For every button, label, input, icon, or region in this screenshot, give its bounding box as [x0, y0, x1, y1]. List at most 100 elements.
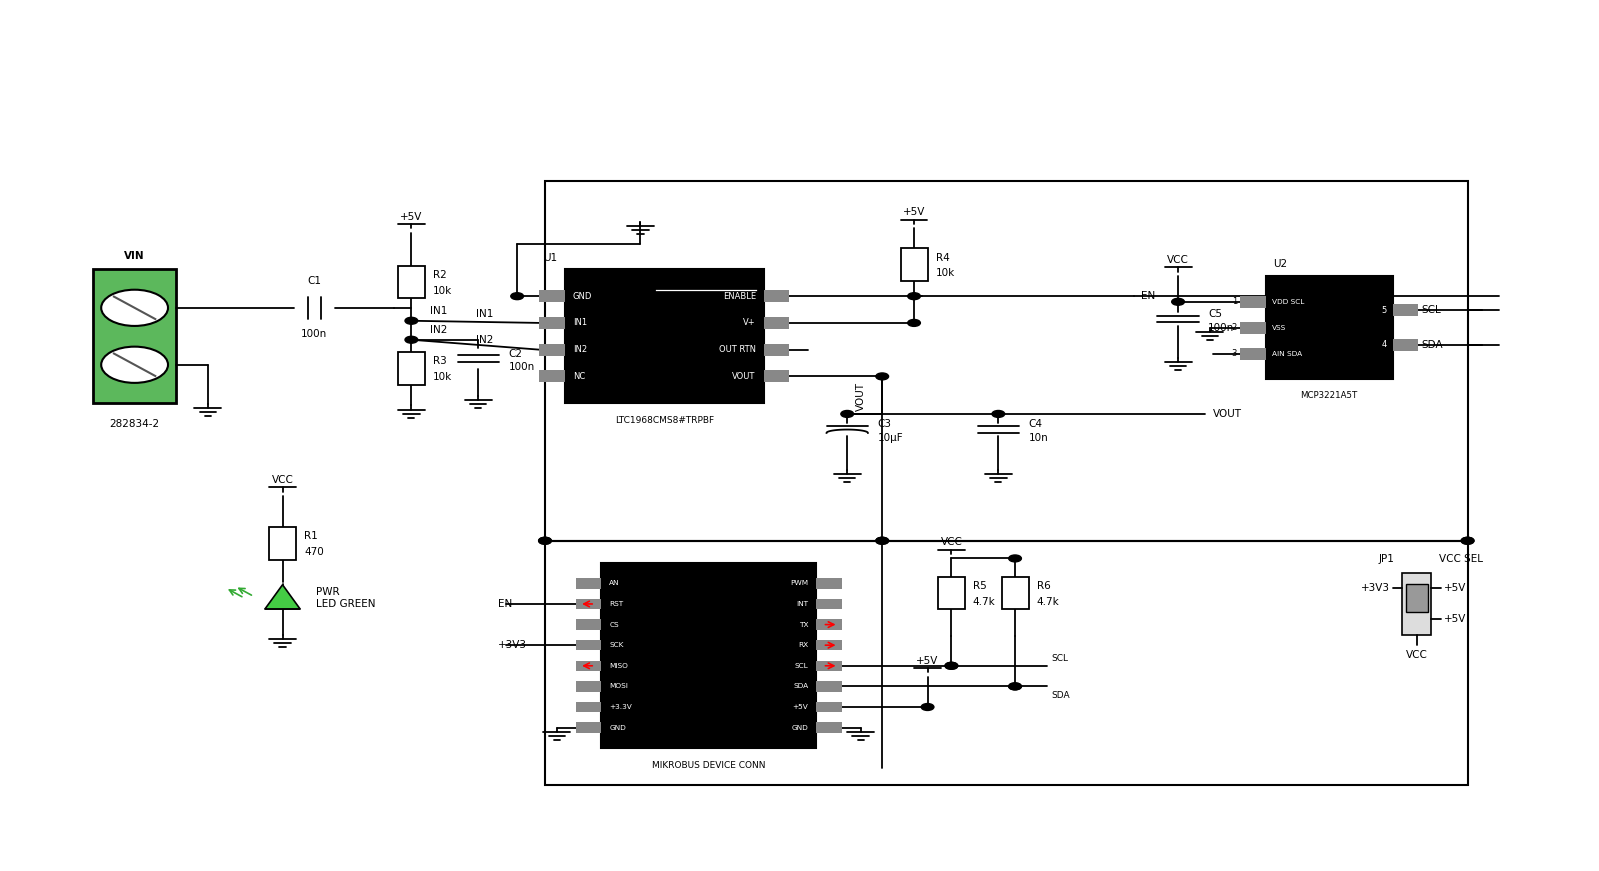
- Text: VCC: VCC: [272, 475, 294, 485]
- Text: +5V: +5V: [1444, 584, 1466, 593]
- Bar: [1406, 584, 1428, 612]
- Text: 4.7k: 4.7k: [972, 597, 996, 606]
- Text: VDD SCL: VDD SCL: [1271, 299, 1305, 305]
- Text: +3.3V: +3.3V: [609, 704, 632, 710]
- Circle shape: [945, 662, 958, 669]
- Bar: [545, 181, 1468, 541]
- Text: IN2: IN2: [430, 325, 448, 334]
- Circle shape: [908, 293, 921, 300]
- Bar: [539, 370, 564, 382]
- Circle shape: [101, 347, 168, 383]
- Text: NC: NC: [572, 372, 585, 381]
- Text: 4: 4: [1382, 341, 1386, 349]
- Bar: [815, 598, 841, 609]
- Text: VOUT: VOUT: [857, 382, 867, 411]
- Bar: [398, 266, 425, 299]
- Text: TX: TX: [800, 622, 807, 628]
- Text: SCL: SCL: [1052, 654, 1068, 663]
- Bar: [576, 578, 601, 589]
- Text: C2: C2: [508, 348, 523, 359]
- Bar: [764, 317, 790, 329]
- Bar: [764, 290, 790, 302]
- Circle shape: [405, 317, 417, 324]
- Circle shape: [1009, 683, 1022, 690]
- Text: R3: R3: [433, 356, 446, 367]
- Bar: [1393, 304, 1418, 316]
- Text: MIKROBUS DEVICE CONN: MIKROBUS DEVICE CONN: [652, 761, 766, 770]
- Text: CS: CS: [609, 622, 619, 628]
- Bar: [815, 619, 841, 630]
- Text: R2: R2: [433, 270, 446, 280]
- Text: SDA: SDA: [1422, 340, 1442, 350]
- Text: EN: EN: [497, 599, 512, 609]
- Text: 1: 1: [1231, 297, 1238, 307]
- Text: IN1: IN1: [572, 319, 587, 327]
- Text: U1: U1: [542, 253, 556, 262]
- Text: 282834-2: 282834-2: [110, 419, 160, 429]
- Circle shape: [405, 336, 417, 343]
- Text: VIN: VIN: [125, 251, 146, 260]
- Text: JP1: JP1: [1378, 554, 1394, 564]
- Bar: [939, 577, 964, 610]
- Bar: [545, 541, 1468, 785]
- Bar: [576, 722, 601, 733]
- Circle shape: [876, 537, 889, 544]
- Text: 5: 5: [1382, 306, 1386, 315]
- Bar: [576, 640, 601, 651]
- Text: C4: C4: [1028, 419, 1043, 429]
- Text: VCC: VCC: [1167, 255, 1190, 265]
- Bar: [601, 563, 815, 748]
- Text: IN2: IN2: [477, 335, 494, 345]
- Text: +5V: +5V: [1444, 614, 1466, 625]
- Bar: [576, 619, 601, 630]
- Bar: [539, 290, 564, 302]
- Bar: [815, 660, 841, 671]
- Text: 3: 3: [1231, 349, 1238, 358]
- Text: AIN SDA: AIN SDA: [1271, 350, 1302, 356]
- Bar: [576, 702, 601, 712]
- Text: PWM: PWM: [790, 580, 807, 586]
- Bar: [539, 344, 564, 355]
- Polygon shape: [265, 584, 301, 609]
- Text: 2: 2: [1231, 323, 1238, 332]
- Text: +3V3: +3V3: [1361, 584, 1390, 593]
- Circle shape: [876, 373, 889, 380]
- Bar: [576, 598, 601, 609]
- Text: 4.7k: 4.7k: [1036, 597, 1059, 606]
- Text: U2: U2: [1273, 259, 1287, 269]
- Bar: [269, 527, 296, 560]
- Text: C3: C3: [878, 419, 892, 429]
- Text: +3V3: +3V3: [497, 640, 528, 650]
- Text: SDA: SDA: [793, 684, 807, 689]
- Bar: [1241, 321, 1265, 334]
- Bar: [764, 344, 790, 355]
- Bar: [764, 370, 790, 382]
- Text: SCL: SCL: [795, 663, 807, 669]
- Text: AN: AN: [609, 580, 620, 586]
- Text: RST: RST: [609, 601, 624, 607]
- Bar: [815, 640, 841, 651]
- Text: 100n: 100n: [508, 362, 534, 372]
- Bar: [564, 269, 764, 403]
- Text: MISO: MISO: [609, 663, 628, 669]
- Text: SCL: SCL: [1422, 306, 1441, 315]
- Text: VCC: VCC: [940, 537, 963, 547]
- Bar: [1241, 348, 1265, 360]
- Bar: [576, 660, 601, 671]
- Text: 10μF: 10μF: [878, 433, 903, 443]
- Text: +5V: +5V: [903, 207, 926, 218]
- Text: MOSI: MOSI: [609, 684, 628, 689]
- Text: 10k: 10k: [433, 372, 453, 381]
- Text: R1: R1: [304, 531, 318, 542]
- Bar: [1393, 339, 1418, 351]
- Text: EN: EN: [1142, 291, 1156, 301]
- Circle shape: [921, 704, 934, 711]
- Bar: [900, 248, 927, 281]
- Text: +5V: +5V: [793, 704, 807, 710]
- Text: LTC1968CMS8#TRPBF: LTC1968CMS8#TRPBF: [614, 416, 713, 425]
- Text: 10n: 10n: [1028, 433, 1049, 443]
- Circle shape: [908, 320, 921, 327]
- Circle shape: [945, 662, 958, 669]
- Text: VOUT: VOUT: [732, 372, 756, 381]
- Circle shape: [510, 293, 523, 300]
